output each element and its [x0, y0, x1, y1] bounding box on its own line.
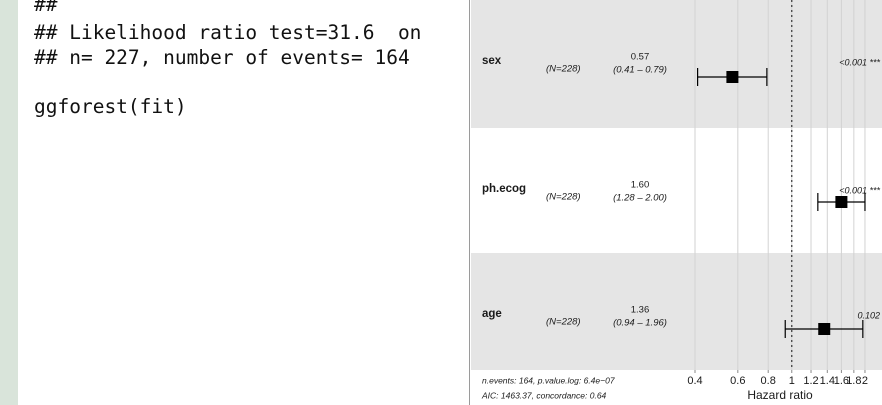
- x-tick-label: 1.2: [803, 375, 818, 387]
- x-tick-label: 1.6: [834, 375, 849, 387]
- estimate-label: 1.60: [631, 180, 650, 191]
- ci-label: (0.41 – 0.79): [613, 65, 667, 76]
- x-tick-label: 0.6: [730, 375, 745, 387]
- code-line: ##: [34, 0, 58, 16]
- x-tick-label: 1.8: [846, 375, 861, 387]
- code-output: ## ## Likelihood ratio test=31.6 on ## n= …: [34, 0, 464, 405]
- x-tick-label: 1: [789, 375, 795, 387]
- p-value-label: 0.102: [857, 310, 880, 320]
- p-value-label: <0.001 ***: [839, 57, 880, 67]
- x-axis-label: Hazard ratio: [747, 388, 813, 402]
- variable-label: age: [482, 308, 502, 320]
- code-line: ## n= 227, number of events= 164: [34, 46, 410, 69]
- estimate-point: [726, 71, 739, 83]
- code-line: ## Likelihood ratio test=31.6 on: [34, 21, 422, 44]
- x-tick-label: 2: [862, 375, 868, 387]
- ci-label: (0.94 – 1.96): [613, 318, 667, 329]
- row-band: [471, 128, 882, 253]
- code-line: ggforest(fit): [34, 95, 187, 118]
- estimate-label: 0.57: [631, 52, 650, 63]
- x-tick-label: 1.4: [820, 375, 835, 387]
- x-tick-label: 0.4: [687, 375, 702, 387]
- divider: [469, 0, 470, 405]
- variable-label: sex: [482, 55, 502, 67]
- p-value-label: <0.001 ***: [839, 185, 880, 195]
- ci-label: (1.28 – 2.00): [613, 193, 667, 204]
- footnote: n.events: 164, p.value.log: 6.4e−07: [482, 375, 615, 385]
- estimate-point: [835, 196, 848, 208]
- n-label: (N=228): [546, 317, 581, 328]
- footnote: AIC: 1463.37, concordance: 0.64: [481, 390, 607, 400]
- variable-label: ph.ecog: [482, 183, 526, 195]
- n-label: (N=228): [546, 192, 581, 203]
- row-band: [471, 0, 882, 128]
- x-tick-label: 0.8: [761, 375, 776, 387]
- n-label: (N=228): [546, 64, 581, 75]
- estimate-label: 1.36: [631, 305, 650, 316]
- row-band: [471, 253, 882, 370]
- cell-gutter: [0, 0, 18, 405]
- estimate-point: [818, 323, 831, 335]
